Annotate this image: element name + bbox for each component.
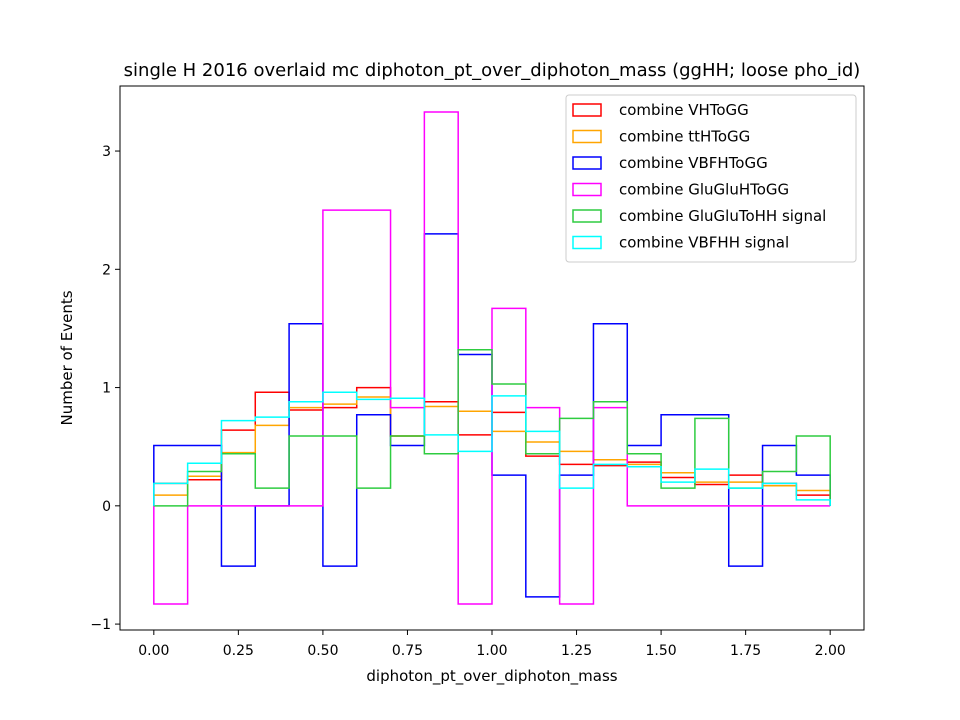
legend-box [565,94,857,263]
legend-swatch [572,103,602,117]
y-tick-label: 3 [102,144,111,160]
legend-label: combine ttHToGG [619,128,750,146]
series-line-3 [153,111,831,605]
legend-swatch [572,129,602,144]
x-tick-label: 1.50 [646,643,677,659]
series-layer [153,111,831,605]
chart-title: single H 2016 overlaid mc diphoton_pt_ov… [124,60,861,81]
legend-label: combine VBFHToGG [619,154,768,172]
x-tick-label: 0.50 [307,643,338,659]
legend: combine VHToGG combine ttHToGG combine VBF… [565,94,857,263]
legend-label: combine GluGluHToGG [619,181,789,199]
x-tick-label: 0.25 [223,643,254,659]
legend-label: combine VHToGG [619,101,749,119]
legend-label: combine VBFHH signal [619,234,789,252]
y-axis-label: Number of Events [58,290,76,425]
legend-label: combine GluGluToHH signal [619,207,826,225]
y-tick-label: −1 [90,617,111,633]
legend-swatch [572,235,602,250]
x-tick-label: 1.75 [730,643,761,659]
x-tick-label: 0.75 [392,643,423,659]
y-tick-label: 2 [102,262,111,278]
x-axis: 0.00 0.25 0.50 0.75 1.00 1.25 1.50 1.75 2.00 [138,630,846,659]
y-tick-label: 1 [102,381,111,397]
x-tick-label: 0.00 [138,643,169,659]
y-axis: −1 0 1 2 3 [90,144,120,633]
legend-swatch [572,209,602,223]
series-line-5 [153,391,831,506]
legend-swatch [572,156,602,170]
legend-swatch [572,182,602,197]
x-tick-label: 1.00 [476,643,507,659]
x-tick-label: 2.00 [815,643,846,659]
series-line-4 [153,348,831,507]
y-tick-label: 0 [102,499,111,515]
x-axis-label: diphoton_pt_over_diphoton_mass [366,667,617,686]
x-tick-label: 1.25 [561,643,592,659]
